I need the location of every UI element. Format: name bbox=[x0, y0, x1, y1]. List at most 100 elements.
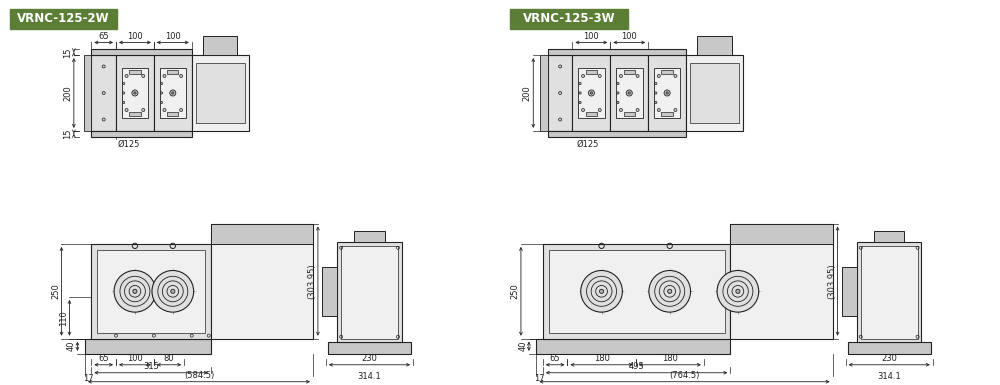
Circle shape bbox=[590, 92, 593, 94]
Text: 110: 110 bbox=[59, 310, 68, 326]
Circle shape bbox=[142, 109, 145, 112]
Circle shape bbox=[657, 109, 660, 112]
Bar bbox=[129, 70, 141, 74]
Bar bbox=[578, 69, 605, 117]
Bar bbox=[586, 70, 597, 74]
Bar bbox=[341, 246, 398, 339]
Circle shape bbox=[582, 109, 585, 112]
Circle shape bbox=[628, 92, 630, 94]
Circle shape bbox=[102, 92, 105, 94]
Bar bbox=[690, 63, 739, 123]
Bar bbox=[540, 55, 548, 131]
Circle shape bbox=[114, 271, 156, 312]
Circle shape bbox=[664, 90, 670, 96]
Bar bbox=[211, 224, 313, 244]
Bar bbox=[322, 267, 337, 316]
Text: 15: 15 bbox=[63, 47, 72, 57]
Text: 314.1: 314.1 bbox=[877, 372, 901, 381]
Circle shape bbox=[102, 118, 105, 121]
Circle shape bbox=[122, 92, 125, 94]
Circle shape bbox=[163, 109, 166, 112]
Circle shape bbox=[649, 271, 691, 312]
Text: (764.5): (764.5) bbox=[669, 371, 700, 380]
Circle shape bbox=[626, 90, 632, 96]
Text: 314.1: 314.1 bbox=[358, 372, 381, 381]
Bar bbox=[167, 112, 178, 116]
Bar bbox=[116, 55, 154, 131]
Text: 495: 495 bbox=[629, 362, 644, 371]
Bar bbox=[697, 36, 732, 55]
Circle shape bbox=[133, 289, 137, 293]
Bar bbox=[167, 70, 178, 74]
Text: (303.95): (303.95) bbox=[827, 263, 836, 299]
Circle shape bbox=[579, 92, 581, 94]
Circle shape bbox=[170, 90, 176, 96]
Bar bbox=[85, 339, 211, 354]
Circle shape bbox=[581, 271, 622, 312]
Circle shape bbox=[579, 101, 581, 104]
Circle shape bbox=[171, 289, 175, 293]
Circle shape bbox=[598, 74, 601, 77]
Bar bbox=[154, 55, 192, 131]
Circle shape bbox=[668, 289, 672, 293]
Text: 315: 315 bbox=[143, 362, 159, 371]
Text: 100: 100 bbox=[584, 32, 599, 41]
Circle shape bbox=[122, 101, 125, 104]
Text: (303.95): (303.95) bbox=[307, 263, 316, 299]
Circle shape bbox=[736, 289, 740, 293]
Text: 65: 65 bbox=[550, 354, 560, 363]
Bar bbox=[661, 70, 673, 74]
Circle shape bbox=[172, 92, 174, 94]
Circle shape bbox=[125, 74, 128, 77]
Bar bbox=[730, 224, 833, 244]
Text: 17: 17 bbox=[534, 374, 545, 383]
Bar bbox=[196, 63, 245, 123]
Circle shape bbox=[142, 74, 145, 77]
Text: 100: 100 bbox=[127, 32, 143, 41]
Circle shape bbox=[152, 271, 194, 312]
Circle shape bbox=[559, 92, 562, 94]
Bar bbox=[536, 339, 730, 354]
Circle shape bbox=[125, 109, 128, 112]
Circle shape bbox=[559, 65, 562, 68]
Bar bbox=[857, 242, 921, 342]
Bar bbox=[572, 55, 610, 131]
Text: 200: 200 bbox=[63, 85, 72, 101]
Text: 17: 17 bbox=[83, 374, 93, 383]
Bar bbox=[129, 112, 141, 116]
Bar bbox=[203, 36, 237, 55]
Bar bbox=[661, 112, 673, 116]
Circle shape bbox=[717, 271, 759, 312]
Bar bbox=[543, 244, 730, 339]
Text: 40: 40 bbox=[67, 341, 76, 352]
Circle shape bbox=[619, 74, 622, 77]
Text: 180: 180 bbox=[662, 354, 678, 363]
Text: 15: 15 bbox=[63, 129, 72, 139]
Circle shape bbox=[655, 82, 657, 85]
Bar bbox=[122, 69, 148, 117]
Text: Ø125: Ø125 bbox=[118, 139, 140, 149]
Circle shape bbox=[160, 82, 163, 85]
Circle shape bbox=[598, 109, 601, 112]
Circle shape bbox=[655, 92, 657, 94]
Text: Ø125: Ø125 bbox=[576, 139, 599, 149]
Bar bbox=[548, 49, 686, 55]
Bar bbox=[616, 69, 643, 117]
Circle shape bbox=[655, 101, 657, 104]
Bar bbox=[686, 55, 743, 131]
Text: 40: 40 bbox=[518, 341, 527, 352]
Text: (584.5): (584.5) bbox=[184, 371, 214, 380]
Bar bbox=[10, 9, 117, 29]
Bar bbox=[354, 231, 385, 242]
Bar bbox=[874, 231, 904, 242]
Text: 230: 230 bbox=[881, 354, 897, 363]
Text: 80: 80 bbox=[164, 354, 174, 363]
Text: 100: 100 bbox=[127, 354, 143, 363]
Circle shape bbox=[617, 92, 619, 94]
Bar bbox=[97, 249, 205, 333]
Bar bbox=[91, 49, 192, 55]
Circle shape bbox=[657, 74, 660, 77]
Circle shape bbox=[674, 74, 677, 77]
Bar bbox=[624, 112, 635, 116]
Text: 230: 230 bbox=[362, 354, 377, 363]
